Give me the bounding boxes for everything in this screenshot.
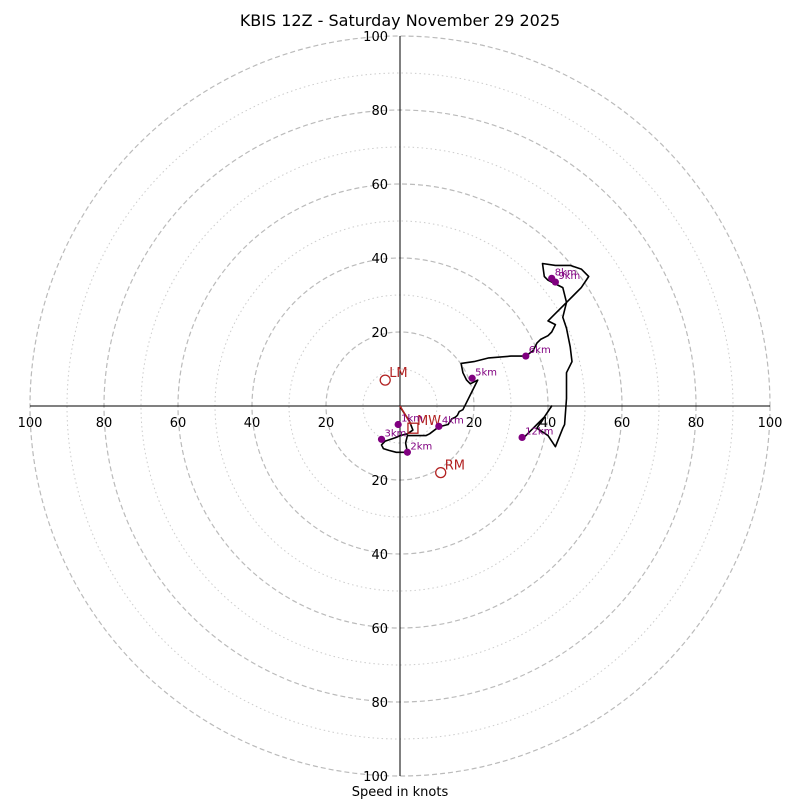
tick-label-e-100: 100 — [758, 416, 783, 431]
height-marker-1km — [394, 420, 402, 429]
height-marker-2km — [403, 448, 411, 456]
height-marker-3km — [377, 435, 386, 443]
tick-label-w-80: 80 — [96, 416, 113, 431]
hodograph-trace — [380, 262, 590, 454]
height-label-12km: 12km — [525, 426, 553, 437]
motion-label-mw: MW — [417, 414, 441, 429]
tick-label-s-60: 60 — [371, 622, 388, 637]
mean-wind-vector — [399, 405, 412, 425]
chart-title: KBIS 12Z - Saturday November 29 2025 — [240, 11, 560, 30]
tick-label-s-80: 80 — [371, 696, 388, 711]
tick-label-e-20: 20 — [466, 416, 483, 431]
height-label-1km: 1km — [401, 414, 423, 425]
motion-label-lm: LM — [389, 366, 407, 381]
height-label-4km: 4km — [442, 415, 464, 426]
tick-label-e-80: 80 — [688, 416, 705, 431]
tick-label-n-80: 80 — [371, 104, 388, 119]
height-label-3km: 3km — [385, 428, 407, 439]
height-label-2km: 2km — [410, 441, 432, 452]
tick-labels: 20 20 20 20 40 40 40 40 60 60 60 60 80 80 80 80 100 100 10… — [18, 30, 783, 785]
height-marker-12km — [518, 433, 526, 442]
tick-label-w-60: 60 — [170, 416, 187, 431]
tick-label-w-40: 40 — [244, 416, 261, 431]
motion-marker-rm — [435, 466, 447, 479]
height-label-8km: 8km — [555, 267, 577, 278]
tick-label-e-40: 40 — [540, 416, 557, 431]
motion-marker-lm — [379, 374, 391, 386]
height-label-9km: 9km — [558, 271, 580, 282]
tick-label-w-100: 100 — [18, 416, 43, 431]
tick-label-n-60: 60 — [371, 178, 388, 193]
tick-label-n-20: 20 — [371, 326, 388, 341]
tick-label-w-20: 20 — [318, 416, 335, 431]
tick-label-e-60: 60 — [614, 416, 631, 431]
tick-label-n-100: 100 — [363, 30, 388, 45]
motion-marker-mw — [407, 422, 419, 434]
tick-label-n-40: 40 — [371, 252, 388, 267]
motion-label-rm: RM — [445, 459, 465, 474]
tick-label-s-40: 40 — [371, 548, 388, 563]
tick-label-s-100: 100 — [363, 770, 388, 785]
height-label-6km: 6km — [529, 345, 551, 356]
height-marker-5km — [468, 374, 476, 382]
height-marker-6km — [522, 352, 530, 360]
tick-label-s-20: 20 — [371, 474, 388, 489]
hodograph-trace-group — [380, 262, 590, 454]
storm-motion-group: LM MW RM — [379, 366, 465, 479]
height-marker-9km — [551, 278, 560, 286]
height-marker-4km — [435, 422, 443, 430]
height-label-5km: 5km — [475, 367, 497, 378]
x-axis-label: Speed in knots — [352, 785, 449, 800]
